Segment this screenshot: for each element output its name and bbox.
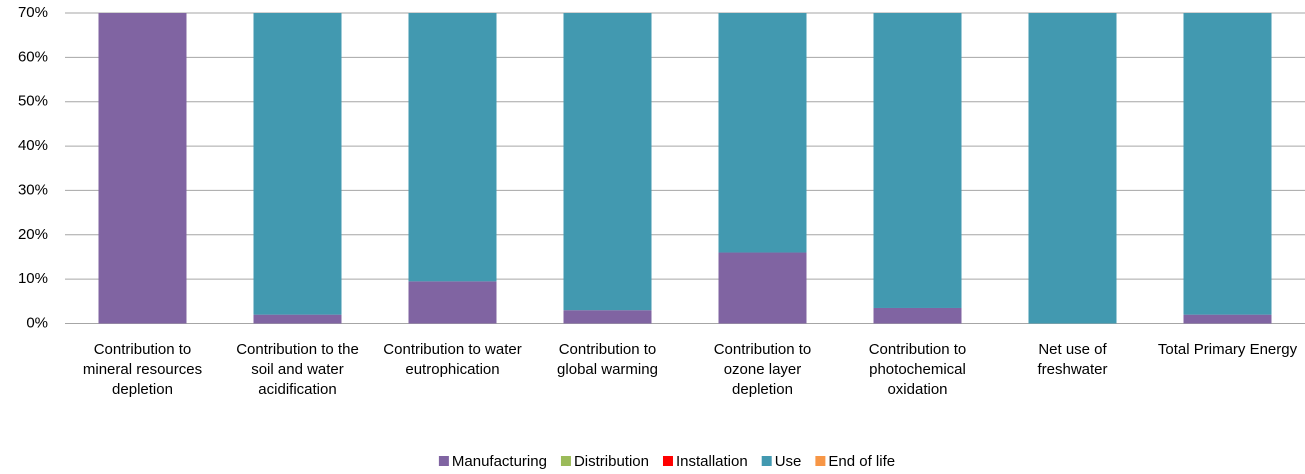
grid	[65, 12, 1305, 324]
y-tick-label: 20%	[18, 226, 48, 243]
bar-segment	[98, 13, 187, 324]
x-tick-label: Contribution to mineral resources depletio…	[83, 341, 202, 398]
y-tick-label: 50%	[18, 93, 48, 110]
x-tick-label: Total Primary Energy	[1158, 341, 1298, 358]
bar-segment	[253, 314, 342, 324]
legend-swatch	[438, 456, 449, 466]
y-tick-label: 70%	[18, 4, 48, 21]
legend: Manufacturing Distribution Installation Use…	[438, 453, 895, 470]
bar-segment	[718, 252, 807, 324]
y-tick-label: 0%	[26, 314, 48, 331]
bar-segment	[873, 13, 962, 308]
legend-swatch	[815, 456, 826, 466]
x-tick-label: Contribution to water eutrophication	[383, 341, 521, 378]
y-tick-label: 60%	[18, 48, 48, 65]
legend-label: Use	[775, 453, 802, 470]
bar-segment	[408, 13, 497, 282]
bar-segment	[1183, 314, 1272, 324]
legend-swatch	[560, 456, 571, 466]
legend-label: End of life	[828, 453, 895, 470]
bar-segment	[1028, 13, 1117, 324]
legend-label: Installation	[676, 453, 748, 470]
bars	[98, 13, 1272, 324]
bar-segment	[563, 310, 652, 324]
x-tick-label: Contribution to photochemical oxidation	[869, 341, 967, 398]
bar-segment	[718, 13, 807, 253]
bar-segment	[873, 307, 962, 324]
x-tick-label: Contribution to ozone layer depletion	[714, 341, 812, 398]
bar-segment	[408, 281, 497, 324]
y-tick-label: 30%	[18, 181, 48, 198]
legend-label: Manufacturing	[452, 453, 547, 470]
y-tick-label: 10%	[18, 270, 48, 287]
bar-segment	[563, 13, 652, 311]
bar-segment	[1183, 13, 1272, 315]
labels: 0% 10% 20% 30% 40% 50% 60% 70% Contribution to mi…	[18, 4, 1298, 470]
legend-swatch	[761, 456, 772, 466]
legend-label: Distribution	[574, 453, 649, 470]
legend-swatch	[662, 456, 673, 466]
x-tick-label: Contribution to the soil and water acidifi…	[236, 341, 359, 398]
y-tick-label: 40%	[18, 137, 48, 154]
x-tick-label: Contribution to global warming	[557, 341, 658, 378]
bar-segment	[253, 13, 342, 315]
x-tick-label: Net use of freshwater	[1037, 341, 1107, 378]
